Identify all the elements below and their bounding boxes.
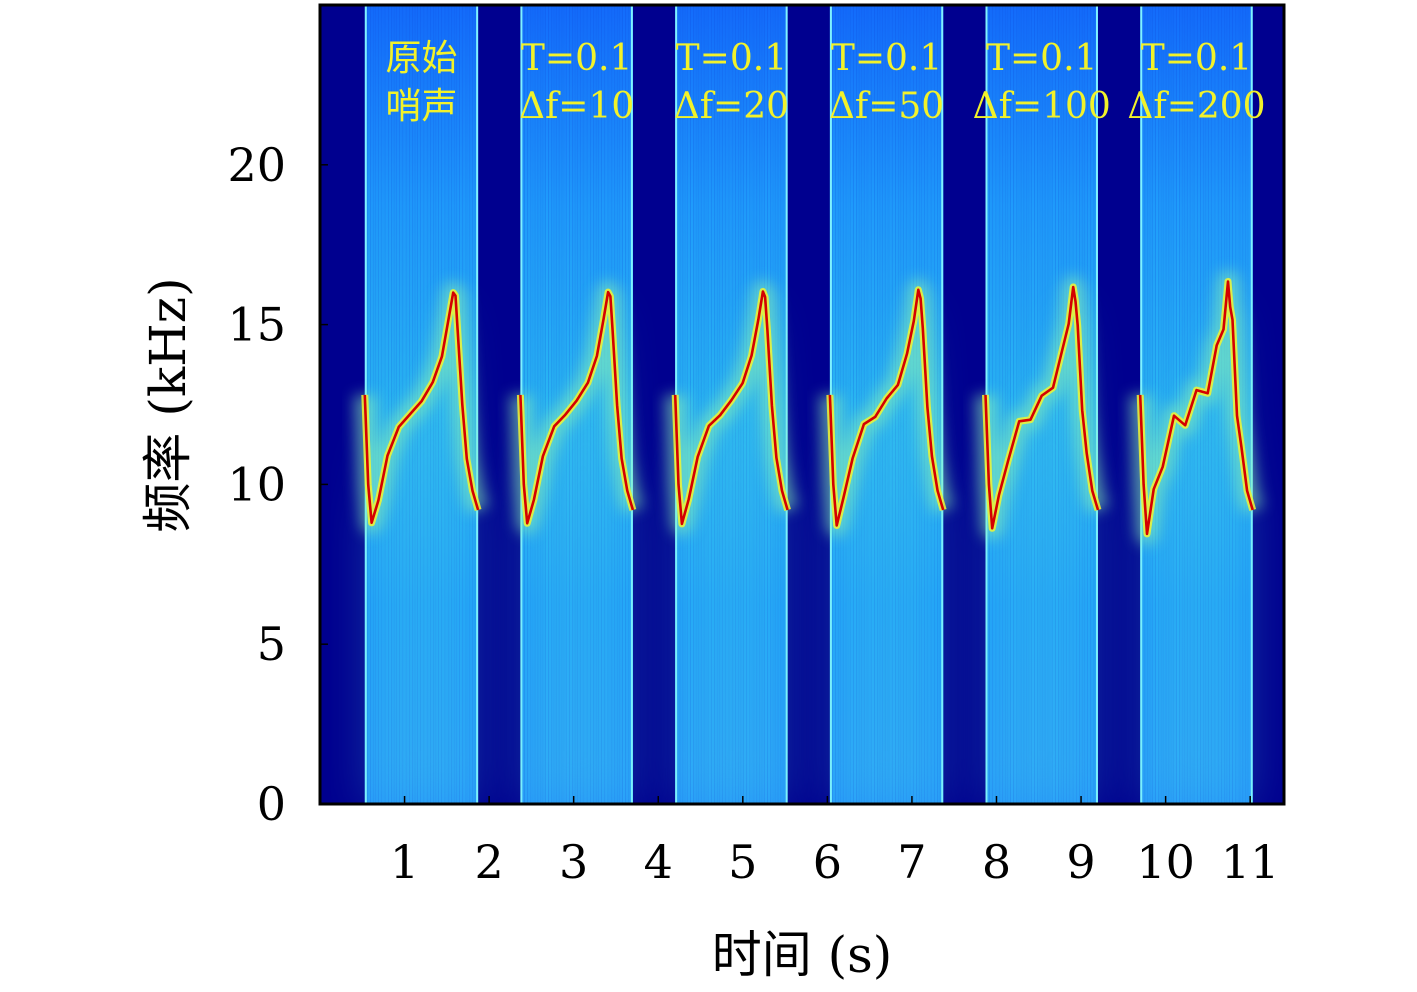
segment-energy-glow	[1140, 281, 1253, 804]
segment-label-line2: Δf=100	[973, 86, 1111, 127]
x-tick-label: 5	[728, 835, 757, 889]
segment-6: T=0.1 Δf=200	[1127, 5, 1266, 804]
ridge-line	[673, 290, 789, 526]
segment-label-line2: Δf=10	[519, 86, 634, 127]
segment-label-line1: 原始	[385, 38, 457, 79]
segment-label-line1: T=0.1	[986, 38, 1097, 79]
segment-2: T=0.1 Δf=10	[509, 5, 644, 804]
segment-energy-glow	[520, 292, 633, 804]
ridge-line	[984, 285, 1100, 530]
x-axis-title: 时间 (s)	[712, 926, 893, 984]
segment-5: T=0.1 Δf=100	[973, 5, 1111, 804]
y-tick-label: 0	[257, 777, 286, 831]
x-tick-label: 2	[474, 835, 503, 889]
x-tick-label: 4	[644, 835, 673, 889]
ridge-line	[363, 291, 480, 525]
segment-label-line1: T=0.1	[831, 38, 942, 79]
plot-frame	[318, 3, 1286, 806]
segment-label-line1: T=0.1	[521, 38, 632, 79]
x-tick-label: 3	[559, 835, 588, 889]
x-tick-label: 9	[1066, 835, 1095, 889]
x-tick-label: 8	[982, 835, 1011, 889]
segment-energy-glow	[364, 292, 479, 804]
segment-label-line1: T=0.1	[676, 38, 787, 79]
segment-3: T=0.1 Δf=20	[664, 5, 799, 804]
ridge-line	[519, 290, 635, 525]
segment-energy-glow	[985, 287, 1098, 804]
y-tick-label: 15	[227, 298, 286, 352]
y-axis-title: 频率 (kHz)	[139, 277, 197, 532]
segment-label-line2: Δf=20	[674, 86, 789, 127]
segment-label-line2: Δf=200	[1127, 86, 1265, 127]
segment-label-line1: T=0.1	[1141, 38, 1252, 79]
segment-energy-glow	[675, 291, 788, 804]
ridge-line	[1138, 280, 1254, 536]
x-tick-label: 10	[1136, 835, 1195, 889]
x-tick-label: 7	[897, 835, 926, 889]
segment-energy-glow	[829, 289, 944, 804]
y-tick-label: 5	[257, 617, 286, 671]
segment-label-line2: Δf=50	[829, 86, 944, 127]
x-tick-label: 11	[1221, 835, 1280, 889]
x-tick-label: 1	[390, 835, 419, 889]
y-tick-label: 10	[227, 457, 286, 511]
plot-background	[320, 5, 1284, 804]
x-tick-label: 6	[813, 835, 842, 889]
y-tick-label: 20	[227, 138, 286, 192]
segment-4: T=0.1 Δf=50	[818, 5, 954, 804]
segment-label-line2: 哨声	[385, 86, 457, 127]
ridge-line	[828, 288, 945, 527]
